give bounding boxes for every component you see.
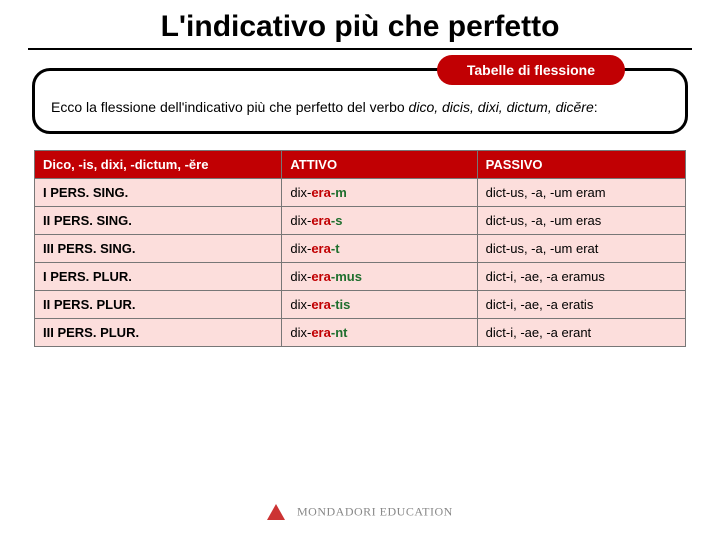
caption-verb: dico, dicis, dixi, dictum, dicĕre <box>409 99 594 115</box>
attivo-cell: dix-era-t <box>282 235 477 263</box>
slide: L'indicativo più che perfetto Tabelle di… <box>0 0 720 540</box>
passivo-cell: dict-us, -a, -um erat <box>477 235 685 263</box>
person-label: II PERS. SING. <box>35 207 282 235</box>
person-label: III PERS. PLUR. <box>35 319 282 347</box>
caption-post: : <box>594 99 598 115</box>
table-row: III PERS. SING.dix-era-tdict-us, -a, -um… <box>35 235 686 263</box>
col-header-attivo: ATTIVO <box>282 151 477 179</box>
attivo-cell: dix-era-s <box>282 207 477 235</box>
passivo-cell: dict-i, -ae, -a eramus <box>477 263 685 291</box>
footer-text: MONDADORI EDUCATION <box>297 505 453 519</box>
caption-pre: Ecco la flessione dell'indicativo più ch… <box>51 99 409 115</box>
person-label: II PERS. PLUR. <box>35 291 282 319</box>
slide-title: L'indicativo più che perfetto <box>28 10 692 44</box>
table-row: I PERS. PLUR.dix-era-musdict-i, -ae, -a … <box>35 263 686 291</box>
person-label: I PERS. PLUR. <box>35 263 282 291</box>
title-area: L'indicativo più che perfetto <box>28 10 692 50</box>
col-header-verb: Dico, -is, dixi, -dictum, -ĕre <box>35 151 282 179</box>
intro-card: Tabelle di flessione Ecco la flessione d… <box>32 68 688 134</box>
conjugation-table: Dico, -is, dixi, -dictum, -ĕre ATTIVO PA… <box>34 150 686 347</box>
attivo-cell: dix-era-tis <box>282 291 477 319</box>
passivo-cell: dict-i, -ae, -a erant <box>477 319 685 347</box>
attivo-cell: dix-era-mus <box>282 263 477 291</box>
logo-icon <box>267 504 285 520</box>
attivo-cell: dix-era-nt <box>282 319 477 347</box>
person-label: III PERS. SING. <box>35 235 282 263</box>
table-row: II PERS. SING.dix-era-sdict-us, -a, -um … <box>35 207 686 235</box>
table-row: II PERS. PLUR.dix-era-tisdict-i, -ae, -a… <box>35 291 686 319</box>
table-row: III PERS. PLUR.dix-era-ntdict-i, -ae, -a… <box>35 319 686 347</box>
caption: Ecco la flessione dell'indicativo più ch… <box>51 99 669 115</box>
attivo-cell: dix-era-m <box>282 179 477 207</box>
passivo-cell: dict-us, -a, -um eras <box>477 207 685 235</box>
table-row: I PERS. SING.dix-era-mdict-us, -a, -um e… <box>35 179 686 207</box>
col-header-passivo: PASSIVO <box>477 151 685 179</box>
person-label: I PERS. SING. <box>35 179 282 207</box>
badge: Tabelle di flessione <box>437 55 625 85</box>
footer: MONDADORI EDUCATION <box>0 504 720 520</box>
passivo-cell: dict-i, -ae, -a eratis <box>477 291 685 319</box>
passivo-cell: dict-us, -a, -um eram <box>477 179 685 207</box>
